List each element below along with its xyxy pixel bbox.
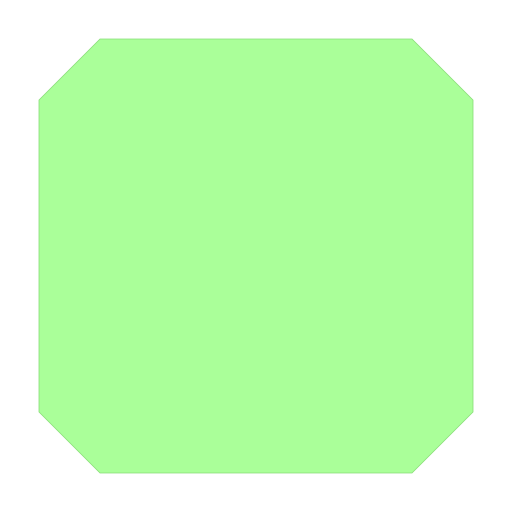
octagon-shape — [38, 38, 474, 474]
